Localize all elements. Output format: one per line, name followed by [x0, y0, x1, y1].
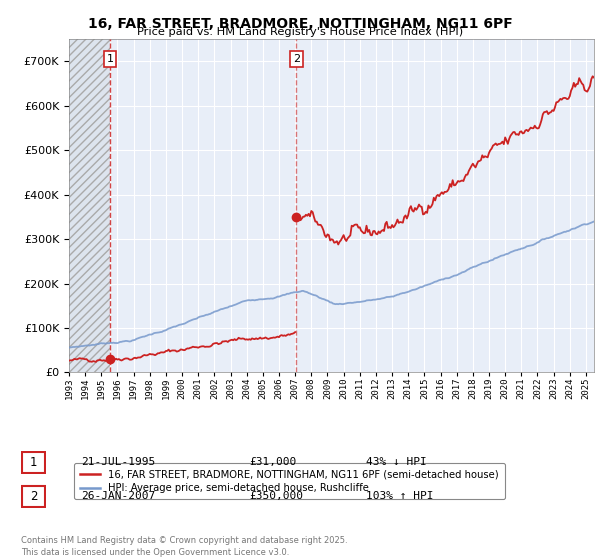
- Text: Contains HM Land Registry data © Crown copyright and database right 2025.
This d: Contains HM Land Registry data © Crown c…: [21, 536, 347, 557]
- Text: 21-JUL-1995: 21-JUL-1995: [81, 457, 155, 467]
- Text: £31,000: £31,000: [249, 457, 296, 467]
- Text: 16, FAR STREET, BRADMORE, NOTTINGHAM, NG11 6PF: 16, FAR STREET, BRADMORE, NOTTINGHAM, NG…: [88, 17, 512, 31]
- FancyBboxPatch shape: [22, 486, 45, 507]
- Bar: [69, 39, 110, 372]
- Text: 26-JAN-2007: 26-JAN-2007: [81, 491, 155, 501]
- Legend: 16, FAR STREET, BRADMORE, NOTTINGHAM, NG11 6PF (semi-detached house), HPI: Avera: 16, FAR STREET, BRADMORE, NOTTINGHAM, NG…: [74, 463, 505, 499]
- Text: 2: 2: [30, 489, 37, 503]
- FancyBboxPatch shape: [22, 452, 45, 473]
- Text: 43% ↓ HPI: 43% ↓ HPI: [366, 457, 427, 467]
- Text: 103% ↑ HPI: 103% ↑ HPI: [366, 491, 433, 501]
- Text: Price paid vs. HM Land Registry's House Price Index (HPI): Price paid vs. HM Land Registry's House …: [137, 27, 463, 37]
- Text: £350,000: £350,000: [249, 491, 303, 501]
- Bar: [69, 39, 110, 372]
- Text: 1: 1: [30, 456, 37, 469]
- Text: 1: 1: [107, 54, 113, 64]
- Text: 2: 2: [293, 54, 300, 64]
